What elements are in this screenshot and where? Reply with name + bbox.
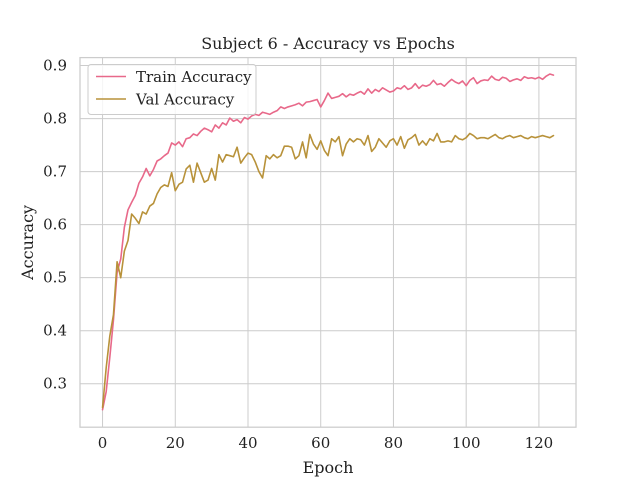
y-tick-label: 0.8 [43,110,67,128]
series-lines [101,73,555,411]
x-tick-label: 120 [525,434,554,452]
plot-frame [79,56,577,428]
y-tick-label: 0.4 [43,322,67,340]
series-line-train-accuracy [101,73,555,411]
x-tick-label: 100 [452,434,481,452]
y-tick-label: 0.3 [43,375,67,393]
y-tick-label: 0.6 [43,216,67,234]
chart-title: Subject 6 - Accuracy vs Epochs [201,34,455,53]
series-line-val-accuracy [101,132,555,409]
x-axis-ticks: 0 20 40 60 80 100 120 [98,434,553,452]
plot-area [80,57,576,428]
x-axis-label: Epoch [303,458,354,477]
legend-box [87,64,257,115]
x-tick-label: 60 [311,434,330,452]
y-axis-ticks: 0.3 0.4 0.5 0.6 0.7 0.8 0.9 [43,57,67,393]
x-tick-label: 80 [384,434,403,452]
y-tick-label: 0.5 [43,269,67,287]
x-tick-label: 0 [98,434,108,452]
x-tick-label: 40 [238,434,257,452]
legend: Train Accuracy Val Accuracy [87,64,257,115]
y-tick-label: 0.7 [43,163,67,181]
legend-label-train: Train Accuracy [136,68,252,86]
y-tick-label: 0.9 [43,57,67,75]
legend-label-val: Val Accuracy [135,91,235,109]
y-axis-label: Accuracy [18,205,37,281]
x-tick-label: 20 [166,434,185,452]
